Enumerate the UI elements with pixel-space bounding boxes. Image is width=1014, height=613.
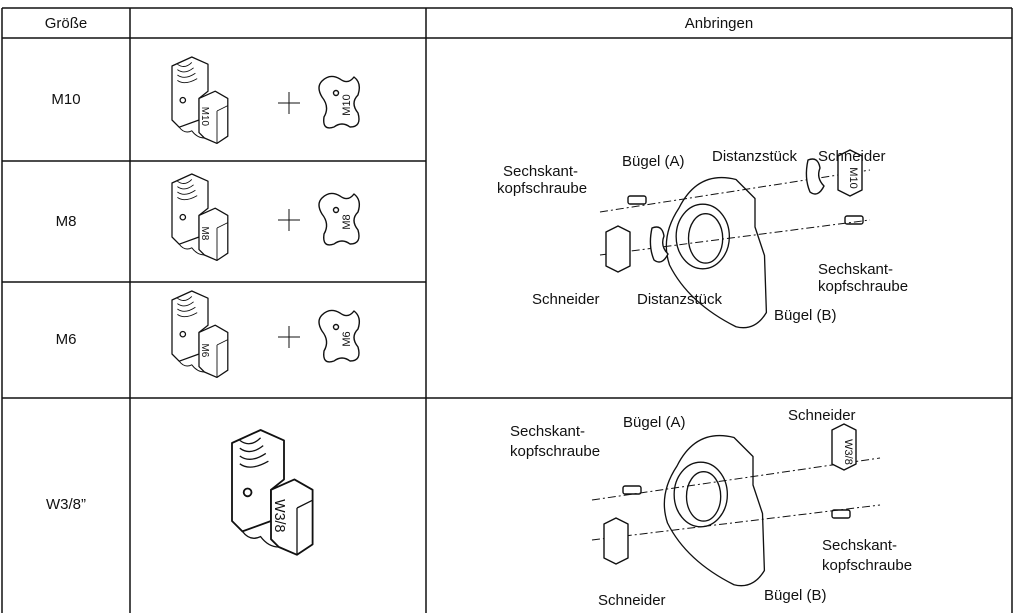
small-cutter [605,225,631,273]
callout-label: Sechskant- [822,537,897,554]
spacer [805,158,825,195]
cutter-hole [179,213,187,221]
callout-label: Sechskant- [510,423,585,440]
callout-label: Schneider [532,291,600,308]
table-grid [1,7,1013,613]
spacer-stamp: M8 [341,214,353,229]
cutter-lower [198,207,229,262]
bracket-illustration [663,434,766,587]
cutter-body [831,423,857,471]
bolt [627,195,647,205]
spacer-stamp: M6 [341,331,353,346]
spacer-stamp: M10 [341,94,353,115]
part-stamp: M10 [847,167,859,188]
callout-label: Sechskant- [503,163,578,180]
part-stamp: W3/8 [842,439,854,465]
small-cutter [831,423,857,471]
cutter-illustration: M8 [171,173,229,262]
cutter-body [605,225,631,273]
cutter-body [603,517,629,565]
illustrations: M10 M10 M8 M8 M6 M6 W3/8 M10 W3/8 Sechskant-kopfs… [171,56,912,609]
callout-label: Distanzstück [712,148,798,165]
callout-label: Bügel (B) [774,307,837,324]
callout-label: kopfschraube [822,557,912,574]
spacer [318,75,361,129]
axis-line [599,219,871,256]
spacer-illustration: M6 [318,309,361,363]
spacer-illustration: M10 [318,75,361,129]
size-cell: M10 [51,91,80,108]
spacer-hole [332,323,340,331]
axis-line [599,169,871,213]
cutter-illustration: M10 [171,56,229,145]
callout-label: kopfschraube [510,443,600,460]
callout-label: Sechskant- [818,261,893,278]
cutter-lower [270,478,314,556]
cutter-teeth [241,499,313,555]
cutter-hole [179,96,187,104]
cutter-illustration: M6 [171,290,229,379]
callout-label: Schneider [598,592,666,609]
callout-label: Schneider [818,148,886,165]
small-cutter [837,149,863,197]
cutter-ridges [239,437,269,468]
spacer-illustration: M8 [318,192,361,246]
cutter-hole [242,487,253,498]
spacer-hole [332,206,340,214]
cutter-teeth [178,339,229,378]
cutter-body [837,149,863,197]
bracket-bore-inner [687,213,724,264]
cutter-ridges [177,179,198,201]
bolt [831,509,851,519]
callout-label: Distanzstück [637,291,723,308]
header-mounting: Anbringen [685,15,753,32]
axis-line [591,457,881,501]
cutter-lower [198,90,229,145]
callout-label: Bügel (A) [623,414,686,431]
small-cutter [603,517,629,565]
cutter-stamp: M10 [199,107,210,127]
cutter-stamp: M8 [199,227,210,241]
spacer [318,192,361,246]
cutter-lower [198,324,229,379]
callout-label: kopfschraube [818,278,908,295]
cutter-teeth [178,222,229,261]
cutter-stamp: M6 [199,344,210,358]
cutter-ridges [177,62,198,84]
callout-label: Bügel (B) [764,587,827,604]
callout-label: Schneider [788,407,856,424]
callout-label: Bügel (A) [622,153,685,170]
size-cell: M6 [56,331,77,348]
cutter-ridges [177,296,198,318]
axis-line [591,504,881,541]
bracket-illustration [665,176,768,329]
spacer [318,309,361,363]
size-cell: W3/8” [46,496,86,513]
spacer-hole [332,89,340,97]
spacer [649,226,669,263]
cutter-teeth [178,105,229,144]
bolt [622,485,642,495]
bolt [844,215,864,225]
cutter-stamp: W3/8 [271,499,287,532]
size-cell: M8 [56,213,77,230]
bracket-bore-inner [685,471,722,522]
callout-label: kopfschraube [497,180,587,197]
header-size: Größe [45,15,88,32]
cutter-illustration: W3/8 [231,429,314,556]
cutter-hole [179,330,187,338]
